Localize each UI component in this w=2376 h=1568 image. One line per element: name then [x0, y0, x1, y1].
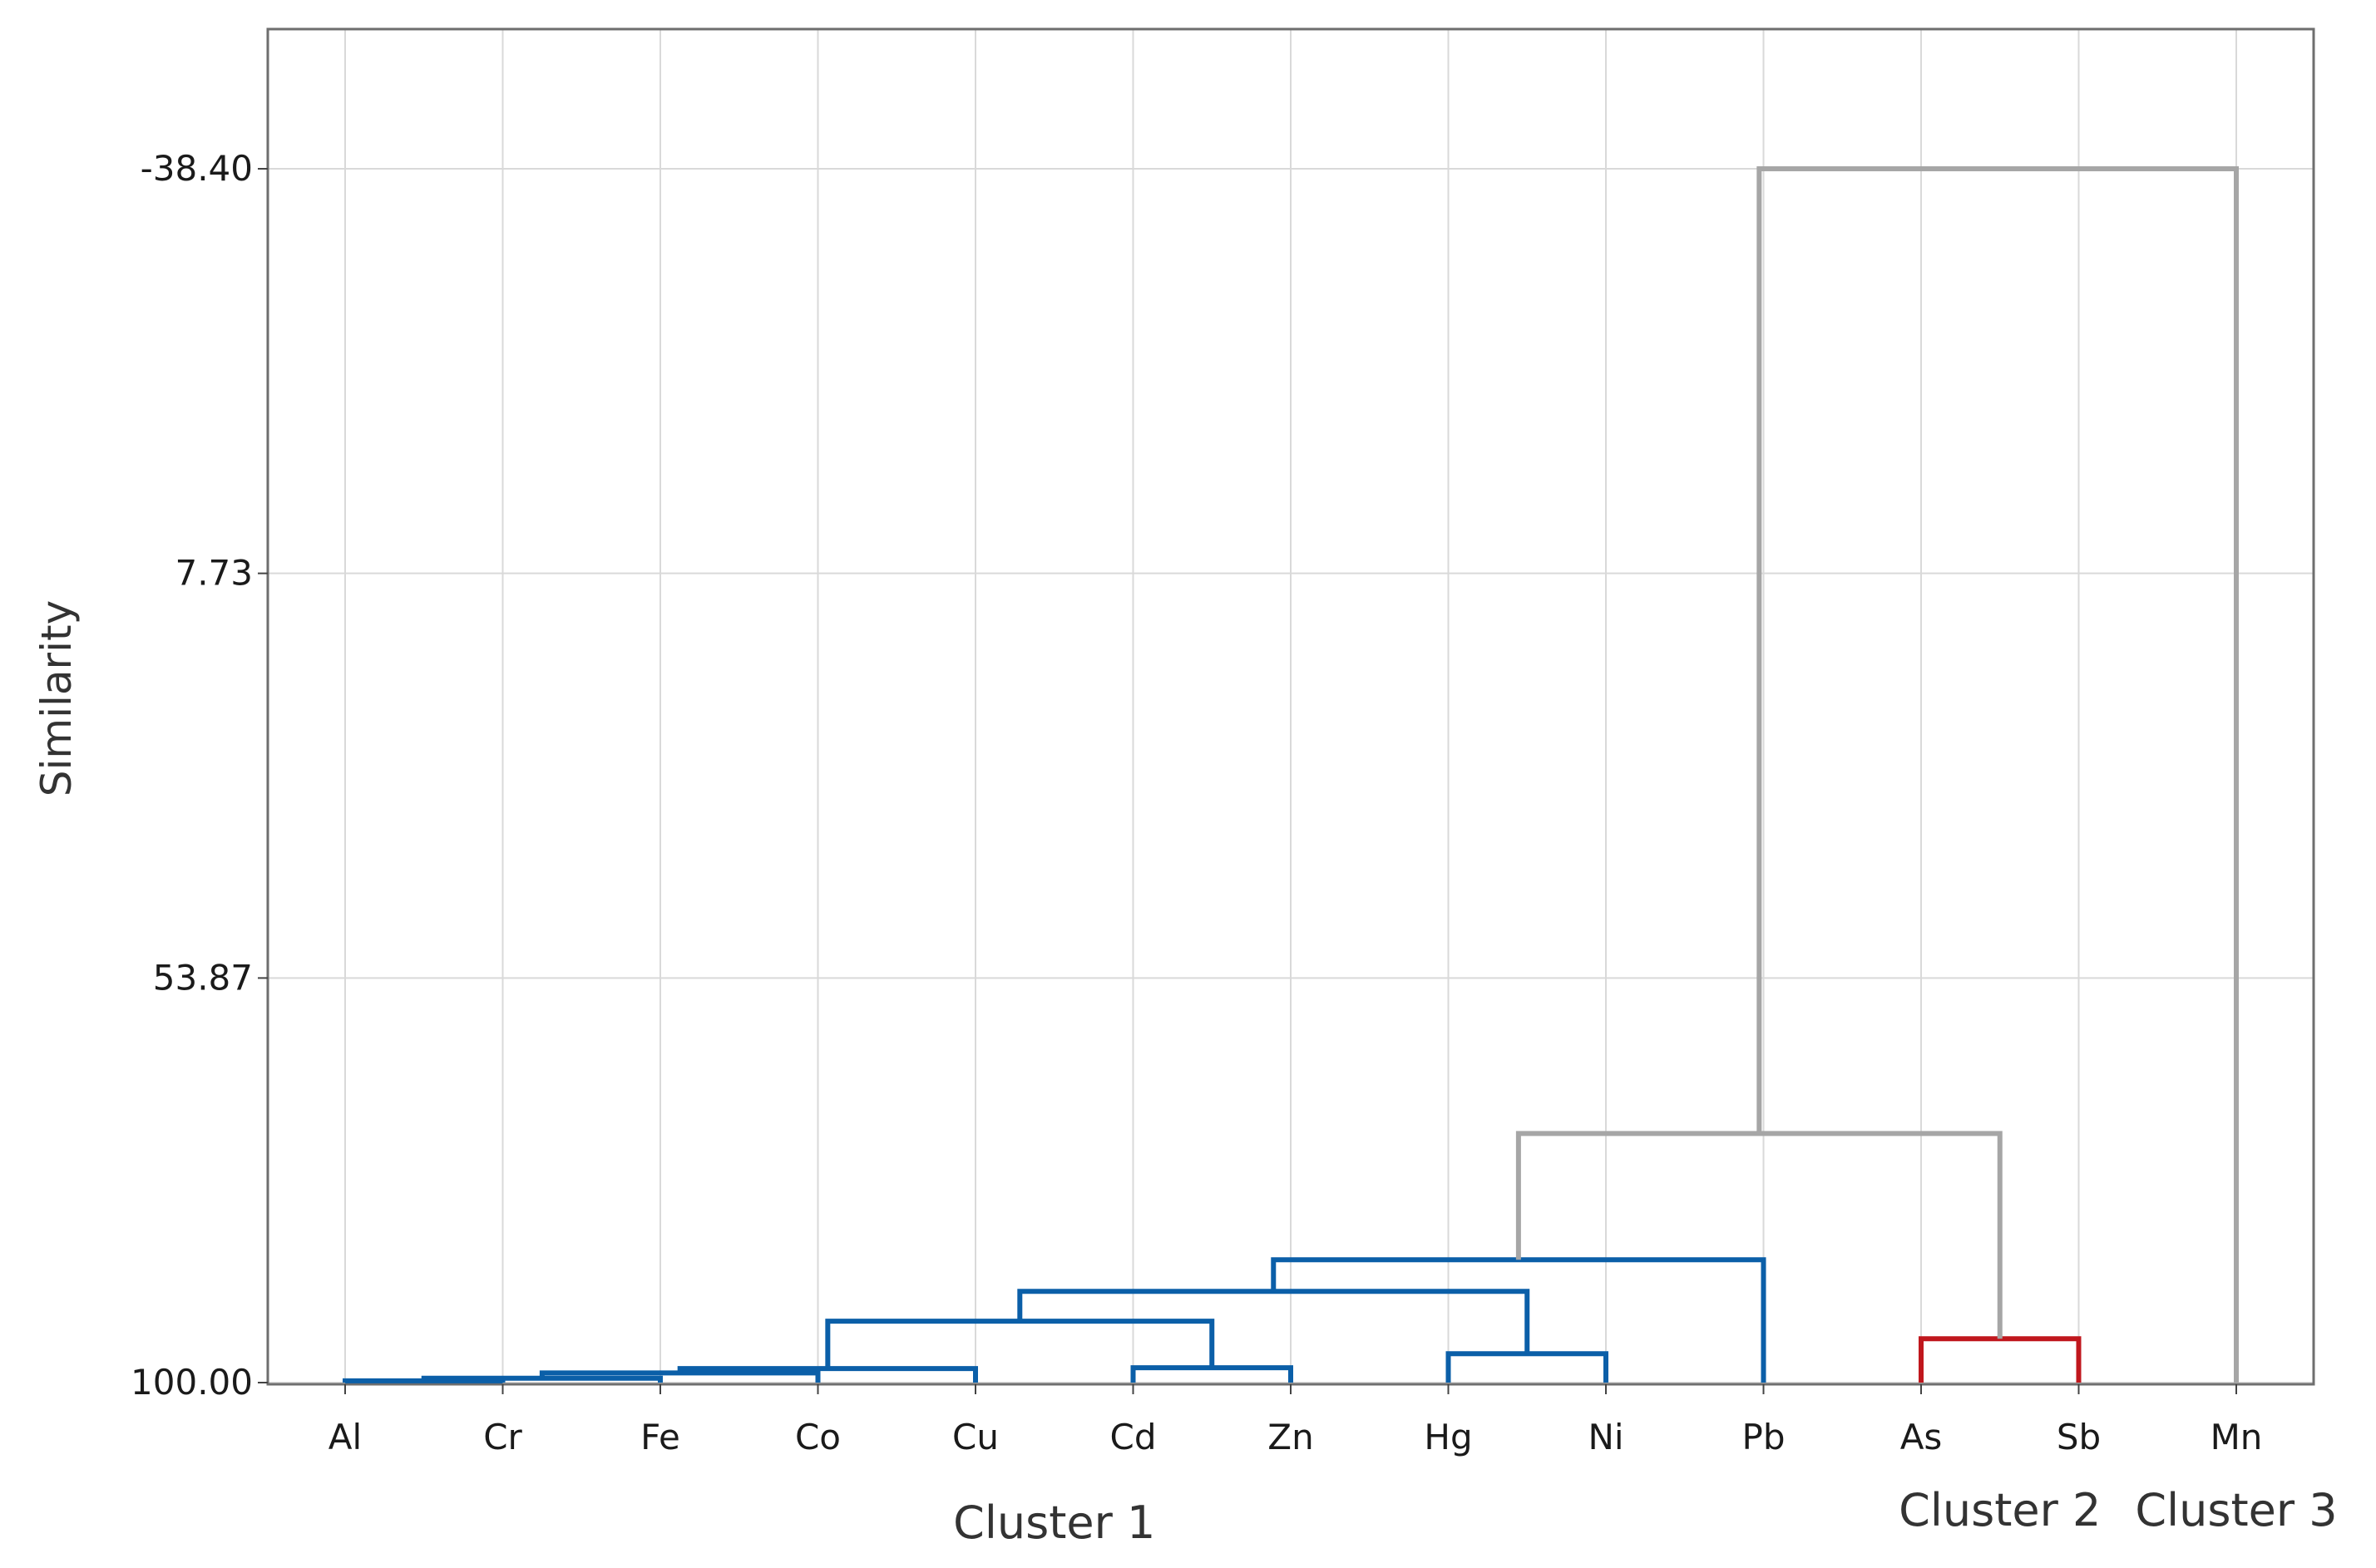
leaf-label-hg: Hg — [1424, 1417, 1472, 1457]
y-tick-label: -38.40 — [141, 148, 253, 189]
leaf-label-as: As — [1900, 1417, 1943, 1457]
merge-link-6 — [1445, 1351, 1608, 1383]
merge-link-3 — [539, 1370, 821, 1383]
y-tick-label: 53.87 — [153, 957, 253, 998]
dendrogram-links — [343, 166, 2239, 1383]
y-tick-label: 7.73 — [175, 553, 253, 594]
leaf-label-zn: Zn — [1267, 1417, 1313, 1457]
merge-link-8 — [1017, 1289, 1530, 1354]
merge-link-12 — [1756, 166, 2239, 1383]
cluster-label-3: Cluster 3 — [2135, 1484, 2337, 1536]
leaf-label-cd: Cd — [1110, 1417, 1157, 1457]
leaf-label-sb: Sb — [2057, 1417, 2101, 1457]
leaf-label-fe: Fe — [640, 1417, 680, 1457]
x-axis-leaf-labels: Al Cr Fe Co Cu Cd Zn Hg Ni Pb As Sb Mn — [328, 1384, 2263, 1457]
merge-link-9 — [1271, 1257, 1766, 1383]
merge-link-11 — [1515, 1131, 2003, 1339]
y-tick-label: 100.00 — [131, 1362, 253, 1403]
y-axis-label: Similarity — [32, 600, 81, 796]
cluster-label-1: Cluster 1 — [953, 1497, 1155, 1549]
merge-link-10 — [1919, 1336, 2082, 1383]
leaf-label-ni: Ni — [1588, 1417, 1623, 1457]
cluster-labels: Cluster 1 Cluster 2 Cluster 3 — [953, 1484, 2337, 1549]
leaf-label-al: Al — [328, 1417, 362, 1457]
leaf-label-co: Co — [795, 1417, 841, 1457]
gridlines — [268, 29, 2314, 1384]
leaf-label-pb: Pb — [1742, 1417, 1786, 1457]
merge-link-7 — [825, 1319, 1215, 1369]
cluster-label-2: Cluster 2 — [1899, 1484, 2101, 1536]
merge-link-5 — [1130, 1365, 1293, 1383]
merge-link-1 — [343, 1378, 506, 1383]
leaf-label-cu: Cu — [952, 1417, 999, 1457]
leaf-label-mn: Mn — [2211, 1417, 2263, 1457]
merge-link-2 — [421, 1375, 663, 1383]
y-axis-ticks: -38.40 7.73 53.87 100.00 — [131, 148, 268, 1403]
merge-link-4 — [677, 1366, 978, 1383]
leaf-label-cr: Cr — [483, 1417, 522, 1457]
